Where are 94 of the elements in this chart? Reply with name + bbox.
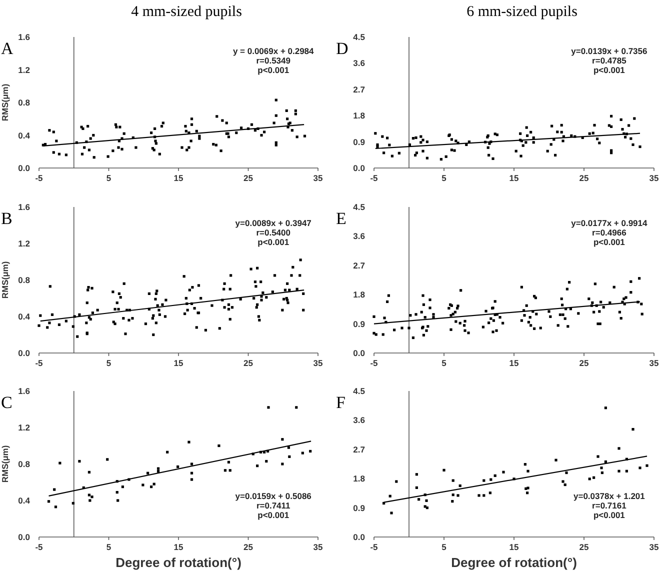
- chart-title: C: [1, 393, 12, 412]
- annotation: r=0.4785: [592, 56, 627, 66]
- annotation: p<0.001: [258, 236, 290, 247]
- x-tick-label: 5: [106, 358, 112, 368]
- annotation: r=0.4966: [592, 227, 627, 238]
- annotation: r=0.7161: [592, 500, 627, 511]
- x-tick-label: 15: [174, 358, 184, 368]
- x-tick-label: 15: [509, 542, 519, 552]
- y-tick-label: 0.8: [18, 459, 30, 469]
- y-tick-label: 4.5: [353, 202, 366, 212]
- x-axis-title: Degree of rotation(°): [451, 555, 577, 570]
- chart-subtitle: 6 mm-sized pupils: [466, 4, 578, 20]
- annotation: y=0.0139x + 0.7356: [571, 46, 648, 56]
- y-tick-label: 0.4: [18, 130, 30, 140]
- y-axis-title: RMS(μm): [0, 84, 10, 122]
- annotation: y=0.0177x + 0.9914: [571, 218, 648, 228]
- annotation: y=0.0378x + 1.201: [574, 491, 646, 502]
- x-tick-label: 35: [313, 173, 323, 183]
- y-tick-label: 1.6: [18, 32, 30, 42]
- x-tick-label: -5: [35, 358, 44, 368]
- y-tick-label: 0.9: [353, 318, 366, 329]
- annotation: r=0.7411: [256, 500, 291, 511]
- y-tick-label: 0.4: [18, 496, 30, 506]
- x-tick-label: 5: [442, 358, 447, 368]
- x-tick-label: 35: [649, 542, 659, 552]
- y-tick-label: 0.8: [18, 275, 30, 285]
- x-tick-label: 25: [244, 173, 254, 183]
- x-tick-label: 25: [579, 173, 589, 183]
- x-tick-label: 35: [313, 542, 323, 552]
- annotation: p<0.001: [593, 236, 626, 247]
- y-tick-label: 2.7: [353, 84, 366, 94]
- x-tick-label: 5: [442, 542, 447, 552]
- annotation: p<0.001: [258, 510, 290, 520]
- y-tick-label: 1.2: [18, 238, 30, 248]
- annotation: p<0.001: [593, 65, 626, 76]
- y-tick-label: 1.8: [353, 290, 366, 300]
- annotation: p<0.001: [593, 510, 626, 520]
- x-tick-label: -5: [35, 173, 44, 183]
- y-tick-label: 4.5: [353, 386, 366, 396]
- chart-title: A: [1, 39, 14, 58]
- y-tick-label: 0.0: [18, 532, 30, 542]
- y-tick-label: 3.6: [353, 415, 366, 426]
- y-axis-title: RMS(μm): [0, 261, 10, 299]
- y-tick-label: 1.2: [18, 422, 30, 432]
- chart-title: E: [336, 209, 346, 228]
- x-tick-label: 5: [442, 173, 447, 183]
- x-tick-label: -5: [370, 173, 378, 183]
- y-tick-label: 1.8: [353, 474, 366, 484]
- y-tick-label: 0.0: [353, 163, 366, 173]
- x-tick-label: -5: [370, 358, 378, 368]
- y-tick-label: 0.0: [18, 163, 30, 173]
- chart-subtitle: 4 mm-sized pupils: [131, 4, 242, 20]
- y-axis-title: RMS(μm): [0, 445, 10, 483]
- y-tick-label: 2.7: [353, 444, 366, 454]
- x-tick-label: 25: [579, 358, 589, 368]
- x-tick-label: 5: [106, 173, 112, 183]
- chart-title: F: [336, 393, 346, 412]
- annotation: r=0.5349: [256, 56, 291, 66]
- annotation: y = 0.0069x + 0.2984: [232, 46, 314, 56]
- annotation: p<0.001: [258, 65, 290, 76]
- x-tick-label: 15: [509, 358, 519, 368]
- chart-title: D: [336, 39, 348, 58]
- y-tick-label: 0.4: [18, 312, 30, 322]
- y-tick-label: 0.9: [353, 136, 366, 147]
- y-tick-label: 1.2: [18, 64, 30, 75]
- y-tick-label: 0.0: [353, 532, 366, 542]
- x-tick-label: 15: [174, 173, 184, 183]
- x-tick-label: 35: [649, 358, 659, 368]
- y-tick-label: 0.0: [353, 348, 366, 358]
- y-tick-label: 4.5: [353, 32, 366, 42]
- y-tick-label: 0.9: [353, 502, 366, 513]
- y-tick-label: 3.6: [353, 231, 366, 242]
- x-tick-label: 15: [509, 173, 519, 183]
- x-tick-label: -5: [370, 542, 378, 552]
- x-tick-label: 25: [579, 542, 589, 552]
- x-tick-label: 35: [313, 358, 323, 368]
- y-tick-label: 1.8: [353, 110, 366, 121]
- x-tick-label: 5: [106, 542, 112, 552]
- y-tick-label: 0.0: [18, 348, 30, 358]
- y-tick-label: 2.7: [353, 260, 366, 270]
- y-tick-label: 1.6: [18, 386, 30, 396]
- y-tick-label: 0.8: [18, 98, 30, 108]
- x-tick-label: -5: [35, 542, 44, 552]
- y-tick-label: 3.6: [353, 58, 366, 68]
- x-tick-label: 35: [649, 173, 659, 183]
- x-axis-title: Degree of rotation(°): [116, 555, 242, 570]
- chart-title: B: [1, 209, 12, 228]
- annotation: y=0.0089x + 0.3947: [235, 218, 312, 228]
- x-tick-label: 25: [244, 358, 254, 368]
- x-tick-label: 25: [244, 542, 254, 552]
- annotation: r=0.5400: [256, 227, 291, 238]
- x-tick-label: 15: [174, 542, 184, 552]
- annotation: y=0.0159x + 0.5086: [235, 491, 312, 502]
- y-tick-label: 1.6: [18, 202, 30, 212]
